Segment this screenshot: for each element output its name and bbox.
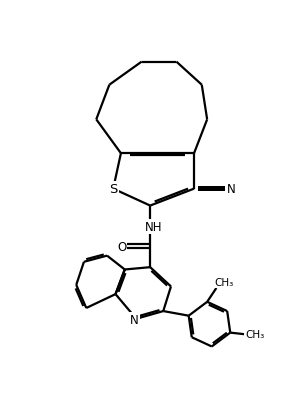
Text: CH₃: CH₃ [215, 277, 234, 288]
Text: S: S [109, 183, 117, 196]
Text: N: N [227, 183, 235, 196]
Text: NH: NH [145, 220, 162, 233]
Text: N: N [130, 313, 138, 326]
Text: CH₃: CH₃ [245, 329, 264, 339]
Text: O: O [117, 240, 126, 253]
